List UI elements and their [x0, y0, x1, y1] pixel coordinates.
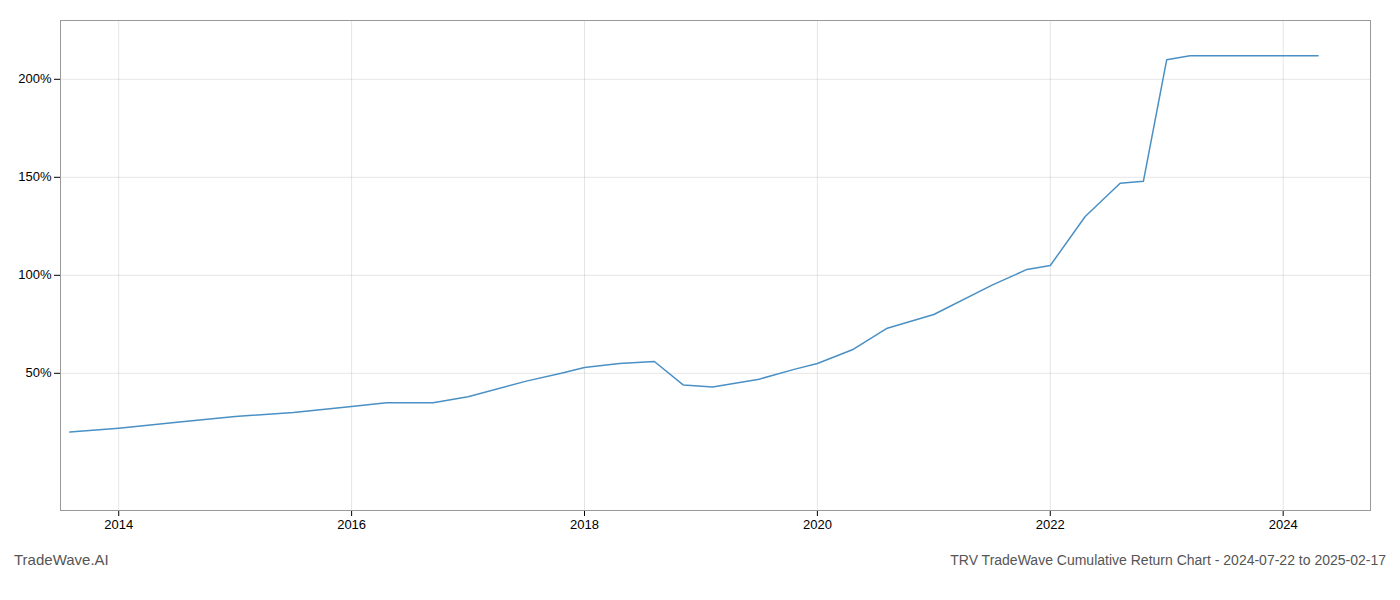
svg-text:2022: 2022: [1036, 517, 1065, 532]
svg-text:2024: 2024: [1269, 517, 1298, 532]
svg-text:2014: 2014: [104, 517, 133, 532]
svg-text:200%: 200%: [18, 71, 52, 86]
svg-text:2020: 2020: [803, 517, 832, 532]
svg-text:2016: 2016: [337, 517, 366, 532]
svg-text:100%: 100%: [18, 267, 52, 282]
svg-text:50%: 50%: [25, 365, 51, 380]
svg-text:150%: 150%: [18, 169, 52, 184]
html-text:TRV TradeWave Cumulative Retur: TRV TradeWave Cumulative Return Chart - …: [950, 552, 1386, 568]
html-text:TradeWave.AI: TradeWave.AI: [14, 551, 109, 568]
svg-text:2018: 2018: [570, 517, 599, 532]
